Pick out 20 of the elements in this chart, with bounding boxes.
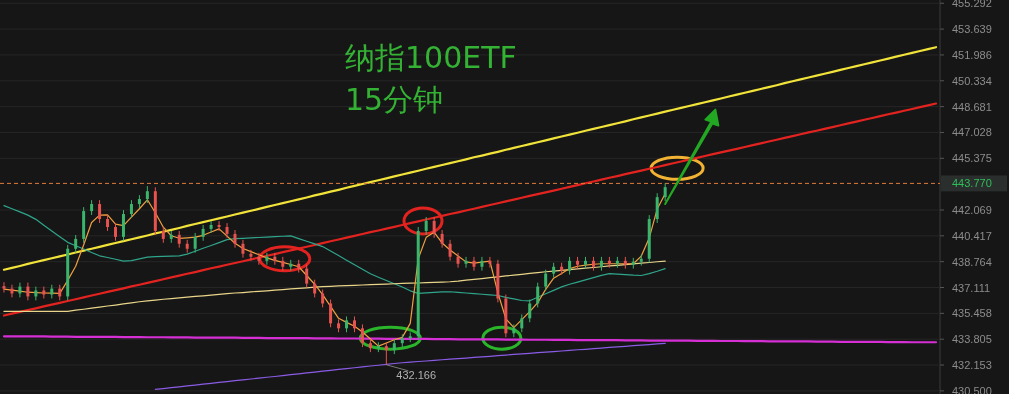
y-tick-label: 442.069 bbox=[952, 203, 992, 216]
y-tick-label: 453.639 bbox=[952, 23, 992, 36]
y-tick-label: 438.764 bbox=[952, 255, 992, 268]
y-tick-label: 437.111 bbox=[952, 281, 991, 294]
y-tick-label: 435.458 bbox=[952, 307, 992, 320]
y-tick-label: 433.805 bbox=[952, 333, 992, 346]
annotation: 432.166 bbox=[385, 364, 437, 381]
title: 纳指100ETF bbox=[345, 40, 517, 75]
subtitle: 15分钟 bbox=[345, 82, 444, 117]
y-tick-label: 432.153 bbox=[952, 359, 992, 372]
y-tick-label: 448.681 bbox=[952, 100, 992, 113]
ref-line-label: 443.770 bbox=[952, 177, 992, 190]
annotation: 432.166 bbox=[396, 368, 437, 381]
y-tick-label: 447.028 bbox=[952, 126, 992, 139]
y-tick-label: 445.375 bbox=[952, 152, 992, 165]
y-tick-label: 451.986 bbox=[952, 48, 992, 61]
y-tick-label: 430.500 bbox=[952, 384, 992, 394]
y-tick-label: 455.292 bbox=[952, 0, 992, 10]
y-tick-label: 440.417 bbox=[952, 229, 992, 242]
y-tick-label: 450.334 bbox=[952, 74, 992, 87]
